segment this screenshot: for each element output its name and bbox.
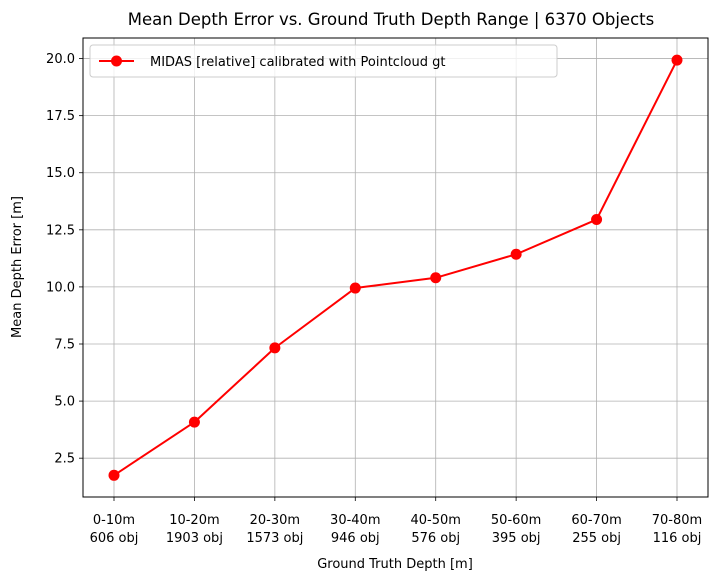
x-tick-label: 255 obj bbox=[572, 531, 621, 546]
x-axis-label: Ground Truth Depth [m] bbox=[317, 557, 473, 572]
data-point bbox=[671, 54, 683, 66]
x-tick-label: 0-10m bbox=[93, 513, 135, 528]
series-layer bbox=[108, 54, 683, 481]
data-point bbox=[269, 342, 281, 354]
x-tick-label: 30-40m bbox=[330, 513, 380, 528]
x-tick-label: 60-70m bbox=[571, 513, 621, 528]
grid-lines bbox=[83, 38, 708, 497]
x-tick-label: 10-20m bbox=[169, 513, 219, 528]
legend: MIDAS [relative] calibrated with Pointcl… bbox=[89, 44, 558, 78]
y-tick-label: 10.0 bbox=[46, 280, 75, 295]
y-tick-label: 7.5 bbox=[54, 338, 75, 353]
x-tick-label: 20-30m bbox=[250, 513, 300, 528]
x-tick-label: 70-80m bbox=[652, 513, 702, 528]
x-tick-label: 395 obj bbox=[492, 531, 541, 546]
plot-area-frame bbox=[82, 37, 709, 498]
x-tick-label: 116 obj bbox=[653, 531, 702, 546]
legend-box bbox=[89, 44, 558, 78]
x-tick-label: 1903 obj bbox=[166, 531, 223, 546]
data-point bbox=[108, 469, 120, 481]
y-axis-ticks: 2.5 5.0 7.5 10.0 12.5 15.0 17.5 20.0 bbox=[46, 52, 83, 467]
x-tick-label: 946 obj bbox=[331, 531, 380, 546]
legend-marker-sample bbox=[111, 55, 122, 67]
x-tick-label: 1573 obj bbox=[246, 531, 303, 546]
x-axis-ticks: 0-10m 606 obj 10-20m 1903 obj 20-30m 1573 obj… bbox=[90, 497, 702, 546]
x-tick-label: 606 obj bbox=[90, 531, 139, 546]
y-tick-label: 17.5 bbox=[46, 109, 75, 124]
x-tick-label: 40-50m bbox=[410, 513, 460, 528]
y-tick-label: 2.5 bbox=[54, 452, 75, 467]
y-tick-label: 5.0 bbox=[54, 395, 75, 410]
x-tick-label: 50-60m bbox=[491, 513, 541, 528]
y-axis-label: Mean Depth Error [m] bbox=[10, 196, 25, 338]
series-line bbox=[113, 59, 678, 477]
x-tick-label: 576 obj bbox=[411, 531, 460, 546]
legend-label: MIDAS [relative] calibrated with Pointcl… bbox=[150, 55, 445, 70]
data-point bbox=[188, 416, 200, 428]
data-point bbox=[510, 248, 522, 260]
data-point bbox=[349, 282, 361, 294]
y-tick-label: 20.0 bbox=[46, 52, 75, 67]
y-tick-label: 12.5 bbox=[46, 223, 75, 238]
data-point bbox=[430, 272, 442, 284]
chart-title: Mean Depth Error vs. Ground Truth Depth … bbox=[128, 10, 654, 29]
data-point bbox=[591, 214, 603, 226]
y-tick-label: 15.0 bbox=[46, 166, 75, 181]
